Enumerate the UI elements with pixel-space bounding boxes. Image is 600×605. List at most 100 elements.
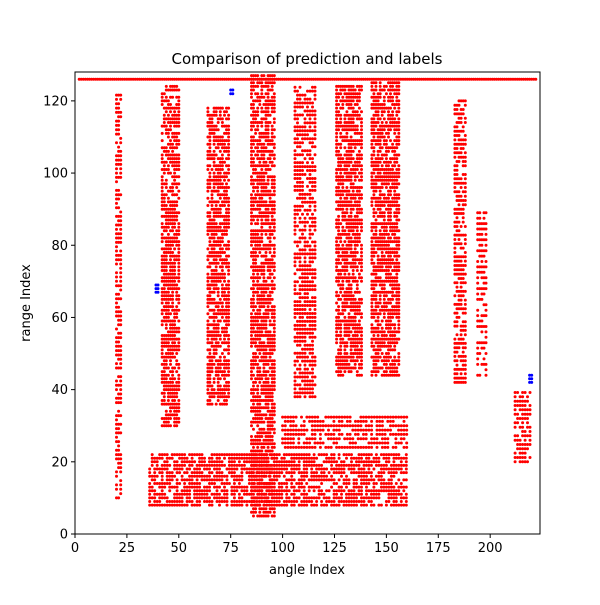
- scatter-point: [175, 168, 179, 171]
- scatter-point: [293, 288, 297, 292]
- scatter-point: [459, 77, 463, 81]
- scatter-point: [395, 258, 399, 262]
- scatter-point: [503, 77, 507, 81]
- scatter-point: [177, 117, 181, 121]
- scatter-point: [119, 331, 123, 335]
- scatter-point: [220, 164, 224, 168]
- scatter-point: [335, 88, 339, 92]
- scatter-point: [164, 149, 168, 153]
- scatter-point: [216, 164, 220, 168]
- scatter-point: [397, 193, 401, 197]
- scatter-point: [389, 301, 392, 305]
- scatter-point: [227, 261, 231, 265]
- scatter-point: [397, 171, 401, 175]
- scatter-point: [177, 175, 181, 179]
- scatter-point: [225, 388, 228, 392]
- scatter-point: [220, 214, 224, 218]
- scatter-point: [492, 77, 496, 81]
- scatter-point: [175, 214, 179, 218]
- scatter-point: [349, 348, 353, 352]
- scatter-point: [372, 287, 376, 291]
- scatter-point: [357, 95, 361, 99]
- scatter-point: [166, 121, 170, 124]
- scatter-point: [225, 380, 228, 384]
- scatter-point: [169, 344, 172, 348]
- scatter-point: [166, 135, 170, 139]
- scatter-point: [313, 363, 317, 367]
- scatter-point: [164, 319, 168, 323]
- scatter-point: [115, 214, 118, 218]
- scatter-point: [223, 251, 226, 254]
- scatter-point: [220, 261, 224, 265]
- scatter-point: [119, 379, 123, 383]
- scatter-point: [264, 355, 268, 359]
- scatter-point: [115, 401, 118, 405]
- scatter-point: [227, 200, 231, 204]
- scatter-point: [357, 99, 361, 103]
- scatter-point: [169, 334, 172, 337]
- scatter-point: [360, 139, 363, 143]
- scatter-point: [387, 149, 390, 153]
- scatter-point: [119, 431, 123, 435]
- scatter-point: [353, 254, 357, 258]
- scatter-point: [115, 193, 118, 197]
- scatter-point: [256, 435, 260, 438]
- scatter-point: [256, 74, 260, 78]
- scatter-point: [360, 269, 363, 272]
- scatter-point: [216, 388, 220, 392]
- scatter-point: [117, 206, 121, 210]
- scatter-point: [225, 326, 228, 330]
- scatter-point: [252, 319, 255, 323]
- scatter-point: [171, 290, 175, 294]
- scatter-point: [351, 272, 355, 276]
- scatter-point: [393, 326, 397, 330]
- scatter-point: [220, 168, 224, 171]
- scatter-point: [225, 175, 228, 179]
- scatter-point: [227, 359, 231, 363]
- scatter-point: [164, 355, 168, 359]
- scatter-point: [214, 232, 218, 236]
- scatter-point: [258, 380, 262, 384]
- scatter-point: [162, 121, 166, 124]
- scatter-point: [264, 279, 268, 283]
- scatter-point: [175, 312, 179, 316]
- scatter-point: [115, 418, 118, 422]
- scatter-point: [220, 153, 224, 157]
- scatter-point: [387, 359, 390, 363]
- scatter-point: [241, 77, 245, 81]
- scatter-point: [387, 352, 390, 355]
- scatter-point: [256, 294, 260, 298]
- scatter-point: [380, 326, 384, 330]
- scatter-point: [166, 251, 170, 254]
- scatter-point: [266, 95, 270, 99]
- scatter-point: [311, 351, 314, 355]
- scatter-point: [164, 305, 168, 309]
- scatter-point: [360, 373, 363, 377]
- scatter-point: [208, 164, 212, 168]
- scatter-point: [169, 272, 172, 276]
- scatter-point: [254, 121, 258, 124]
- scatter-point: [252, 171, 255, 175]
- scatter-point: [303, 236, 307, 240]
- scatter-point: [370, 200, 374, 204]
- scatter-point: [227, 142, 231, 146]
- scatter-point: [206, 196, 210, 200]
- scatter-point: [376, 99, 380, 103]
- scatter-point: [296, 212, 299, 216]
- scatter-point: [426, 77, 430, 81]
- scatter-point: [220, 106, 224, 110]
- scatter-point: [175, 388, 179, 392]
- scatter-point: [220, 204, 224, 207]
- scatter-point: [262, 366, 266, 370]
- scatter-point: [158, 77, 162, 81]
- scatter-point: [260, 225, 264, 229]
- scatter-point: [216, 193, 220, 197]
- scatter-point: [210, 334, 214, 337]
- scatter-point: [376, 164, 380, 168]
- scatter-point: [268, 247, 272, 251]
- scatter-point: [164, 323, 168, 327]
- scatter-point: [370, 323, 374, 327]
- scatter-point: [339, 323, 343, 327]
- scatter-point: [166, 240, 170, 244]
- scatter-point: [210, 168, 214, 171]
